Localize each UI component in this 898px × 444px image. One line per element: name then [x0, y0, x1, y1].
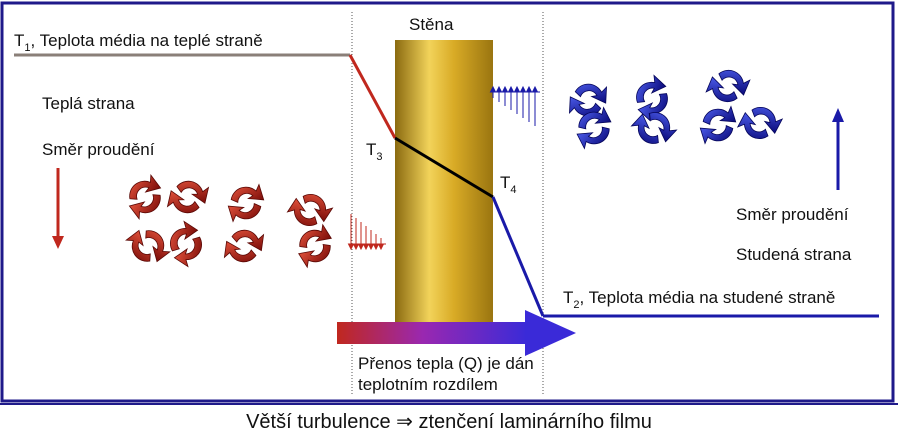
t4-main: T — [500, 173, 511, 192]
heat-transfer-line1: Přenos tepla (Q) je dán — [358, 354, 534, 373]
caption-left: Větší turbulence — [246, 411, 391, 433]
arrow-down-icon — [52, 168, 64, 249]
flow-direction-right-label: Směr proudění — [736, 205, 849, 224]
caption-right: ztenčení laminárního filmu — [418, 411, 652, 433]
cold-film-gradient — [491, 196, 545, 317]
gradient-arrow-right-icon — [337, 310, 576, 356]
t2-sub: 2 — [573, 299, 580, 311]
hot-film-arrows — [347, 214, 386, 251]
hot-eddies — [120, 173, 339, 271]
wall — [395, 40, 493, 326]
wall-label: Stěna — [409, 15, 454, 34]
arrow-up-icon — [832, 108, 844, 190]
t2-text: , Teplota média na studené straně — [579, 288, 836, 307]
hot-film-gradient — [348, 54, 397, 139]
implies-symbol: ⇒ — [396, 411, 413, 433]
t4-sub: 4 — [510, 184, 517, 196]
hot-side-label: Teplá strana — [42, 94, 135, 113]
cold-eddies — [566, 62, 785, 153]
cold-side-label: Studená strana — [736, 245, 852, 264]
frame-border — [0, 1, 895, 403]
caption: Větší turbulence ⇒ ztenčení laminárního … — [0, 407, 898, 437]
t3-sub: 3 — [376, 151, 383, 163]
t4-label: T4 — [500, 173, 517, 196]
t1-main: T — [14, 31, 25, 50]
flow-direction-left-label: Směr proudění — [42, 140, 155, 159]
t3-label: T3 — [366, 140, 383, 163]
t3-main: T — [366, 140, 377, 159]
t1-text: , Teplota média na teplé straně — [30, 31, 263, 50]
t2-main: T — [563, 288, 574, 307]
t2-label: T2, Teplota média na studené straně — [563, 288, 836, 311]
t1-label: T1, Teplota média na teplé straně — [14, 31, 263, 54]
t1-sub: 1 — [24, 42, 31, 54]
wall-gradient — [394, 136, 494, 199]
heat-transfer-line2: teplotním rozdílem — [358, 375, 498, 394]
cold-film-arrows — [489, 85, 540, 126]
